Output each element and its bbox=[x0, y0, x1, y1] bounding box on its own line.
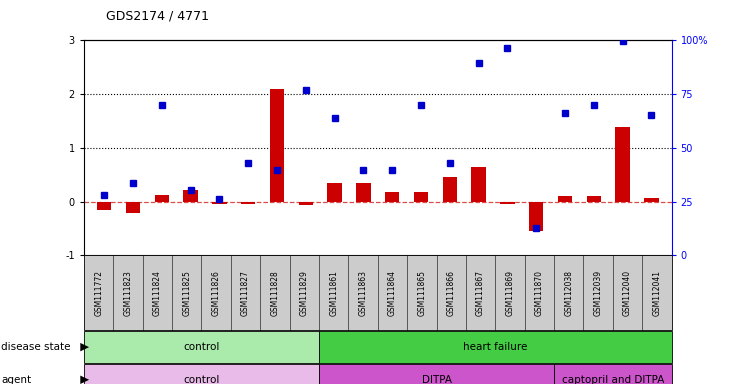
Text: GSM111866: GSM111866 bbox=[447, 270, 456, 316]
Text: GSM111826: GSM111826 bbox=[212, 270, 220, 316]
Bar bbox=[299, 202, 313, 205]
Bar bbox=[97, 202, 111, 210]
Bar bbox=[270, 89, 284, 202]
Text: GSM111870: GSM111870 bbox=[535, 270, 544, 316]
Bar bbox=[442, 177, 457, 202]
Bar bbox=[183, 190, 198, 202]
Bar bbox=[385, 192, 399, 202]
Text: GSM112039: GSM112039 bbox=[593, 270, 603, 316]
Text: GSM111824: GSM111824 bbox=[153, 270, 162, 316]
Text: GSM111823: GSM111823 bbox=[123, 270, 133, 316]
Text: control: control bbox=[183, 342, 220, 352]
Bar bbox=[155, 195, 169, 202]
Bar bbox=[558, 196, 572, 202]
Text: captopril and DITPA: captopril and DITPA bbox=[561, 375, 664, 384]
Text: heart failure: heart failure bbox=[463, 342, 528, 352]
Bar bbox=[241, 202, 255, 204]
Text: GSM111869: GSM111869 bbox=[505, 270, 515, 316]
Bar bbox=[327, 183, 342, 202]
Bar bbox=[212, 202, 226, 204]
Text: GSM111828: GSM111828 bbox=[270, 270, 280, 316]
Text: DITPA: DITPA bbox=[421, 375, 452, 384]
Bar bbox=[414, 192, 429, 202]
Text: GSM112041: GSM112041 bbox=[653, 270, 661, 316]
Text: GSM111825: GSM111825 bbox=[182, 270, 191, 316]
Text: disease state: disease state bbox=[1, 342, 71, 352]
Text: GSM111867: GSM111867 bbox=[476, 270, 485, 316]
Bar bbox=[126, 202, 140, 214]
Bar bbox=[615, 127, 630, 202]
Text: GSM111864: GSM111864 bbox=[388, 270, 397, 316]
Text: GSM111861: GSM111861 bbox=[329, 270, 338, 316]
Bar bbox=[529, 202, 543, 231]
Text: control: control bbox=[183, 375, 220, 384]
Text: GSM111827: GSM111827 bbox=[241, 270, 250, 316]
Text: GSM111865: GSM111865 bbox=[418, 270, 426, 316]
Bar bbox=[472, 167, 485, 202]
Text: agent: agent bbox=[1, 375, 31, 384]
Text: GSM112040: GSM112040 bbox=[623, 270, 632, 316]
Bar bbox=[500, 202, 515, 204]
Text: GDS2174 / 4771: GDS2174 / 4771 bbox=[106, 10, 209, 23]
Text: GSM111863: GSM111863 bbox=[358, 270, 368, 316]
Text: GSM112038: GSM112038 bbox=[564, 270, 573, 316]
Bar bbox=[356, 183, 371, 202]
Bar bbox=[587, 196, 601, 202]
Text: GSM111829: GSM111829 bbox=[300, 270, 309, 316]
Bar bbox=[645, 199, 658, 202]
Text: GSM111772: GSM111772 bbox=[94, 270, 103, 316]
